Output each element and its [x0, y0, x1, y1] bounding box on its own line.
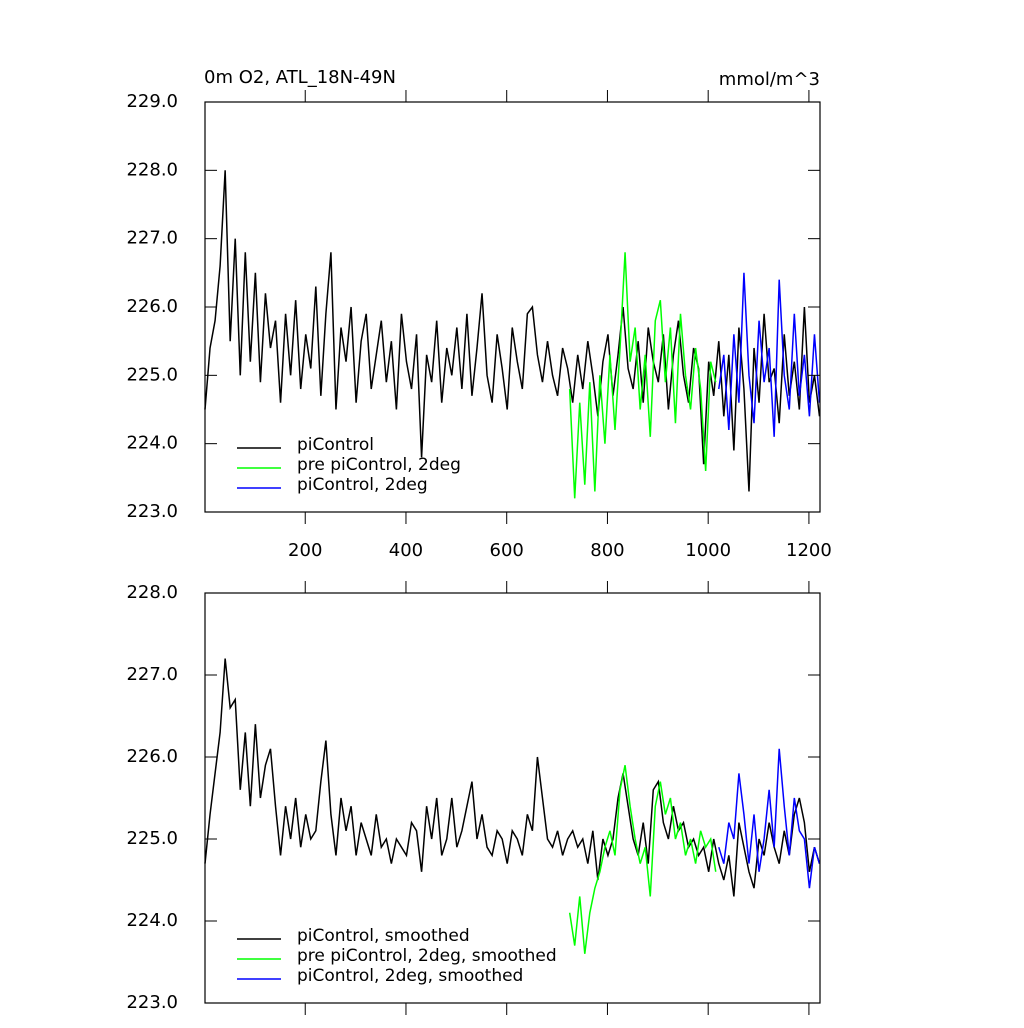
legend-label: pre piControl, 2deg, smoothed: [297, 946, 557, 966]
y-tick-label: 226.0: [126, 746, 178, 767]
y-tick-label: 228.0: [126, 159, 178, 180]
x-tick-label: 1000: [685, 540, 731, 561]
data-line: [568, 252, 717, 499]
data-line: [204, 170, 821, 492]
data-line: [568, 765, 717, 954]
data-line: [204, 658, 821, 897]
y-tick-label: 224.0: [126, 433, 178, 454]
y-tick-label: 225.0: [126, 364, 178, 385]
y-tick-label: 223.0: [126, 992, 178, 1013]
chart-title: 0m O2, ATL_18N-49N: [204, 67, 396, 88]
y-tick-label: 228.0: [126, 582, 178, 603]
plot-frame: [204, 592, 821, 1004]
y-tick-label: 225.0: [126, 828, 178, 849]
x-tick-label: 1200: [786, 540, 832, 561]
y-tick-label: 226.0: [126, 296, 178, 317]
data-line: [718, 272, 821, 437]
units-label: mmol/m^3: [719, 69, 820, 90]
legend-label: pre piControl, 2deg: [297, 455, 461, 475]
legend-label: piControl, 2deg, smoothed: [297, 966, 523, 986]
data-line: [718, 748, 821, 889]
x-tick-label: 800: [590, 540, 624, 561]
y-tick-label: 227.0: [126, 664, 178, 685]
x-tick-label: 200: [288, 540, 322, 561]
x-tick-label: 400: [389, 540, 423, 561]
y-tick-label: 229.0: [126, 91, 178, 112]
y-tick-label: 224.0: [126, 910, 178, 931]
legend-label: piControl, smoothed: [297, 926, 470, 946]
legend-label: piControl: [297, 435, 374, 455]
legend-label: piControl, 2deg: [297, 475, 428, 495]
y-tick-label: 227.0: [126, 228, 178, 249]
x-tick-label: 600: [490, 540, 524, 561]
y-tick-label: 223.0: [126, 501, 178, 522]
